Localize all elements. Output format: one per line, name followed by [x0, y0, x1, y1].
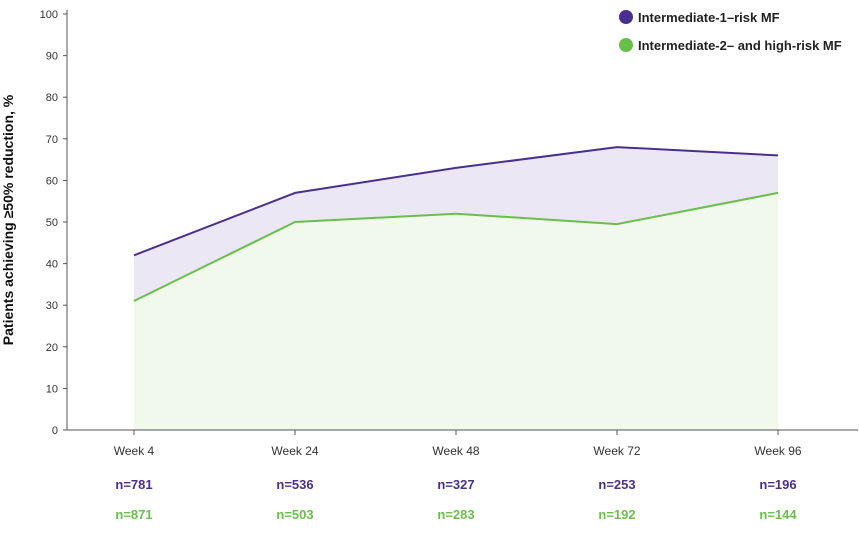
- y-tick-label: 100: [40, 9, 58, 21]
- n-label-series-1: n=536: [276, 477, 313, 492]
- line-series-1: [133, 146, 779, 257]
- y-tick-label: 10: [46, 383, 58, 395]
- legend-marker-series-1: [619, 10, 633, 24]
- y-tick-label: 70: [46, 134, 58, 146]
- x-tick-label: Week 72: [593, 444, 640, 458]
- y-tick-label: 20: [46, 342, 58, 354]
- n-label-series-2: n=192: [598, 507, 635, 522]
- y-tick-label: 80: [46, 92, 58, 104]
- x-tick-label: Week 4: [114, 444, 155, 458]
- n-label-series-2: n=144: [759, 507, 797, 522]
- line-series-2: [133, 191, 779, 302]
- legend-label-series-2: Intermediate-2– and high-risk MF: [638, 38, 842, 53]
- n-label-series-2: n=283: [437, 507, 474, 522]
- x-tick-label: Week 96: [754, 444, 801, 458]
- y-tick-label: 90: [46, 51, 58, 63]
- n-label-series-1: n=327: [437, 477, 474, 492]
- axes: [66, 10, 858, 431]
- legend-marker-series-2: [619, 38, 633, 52]
- area-series-2: [134, 192, 778, 430]
- x-axis-ticks: Week 4 Week 24 Week 48 Week 72 Week 96: [114, 430, 802, 458]
- n-label-series-1: n=196: [759, 477, 796, 492]
- y-tick-label: 40: [46, 259, 58, 271]
- legend: Intermediate-1–risk MF Intermediate-2– an…: [619, 10, 842, 53]
- y-tick-label: 60: [46, 175, 58, 187]
- area-layer: [134, 147, 778, 430]
- x-tick-label: Week 48: [432, 444, 479, 458]
- y-axis-label: Patients achieving ≥50% reduction, %: [0, 94, 16, 345]
- y-axis-ticks: 0 10 20 30 40 50 60 70 80 90 100: [40, 9, 67, 437]
- n-label-series-1: n=253: [598, 477, 635, 492]
- x-tick-label: Week 24: [271, 444, 318, 458]
- sample-size-labels: n=781 n=536 n=327 n=253 n=196 n=871 n=503 n=283…: [115, 477, 797, 522]
- y-tick-label: 50: [46, 217, 58, 229]
- n-label-series-2: n=503: [276, 507, 313, 522]
- legend-label-series-1: Intermediate-1–risk MF: [638, 10, 780, 25]
- n-label-series-1: n=781: [115, 477, 152, 492]
- y-tick-label: 30: [46, 300, 58, 312]
- y-tick-label: 0: [52, 425, 58, 437]
- n-label-series-2: n=871: [115, 507, 152, 522]
- line-layer: [133, 146, 779, 302]
